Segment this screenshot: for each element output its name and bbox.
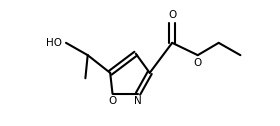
Text: O: O xyxy=(168,10,176,20)
Text: O: O xyxy=(194,58,202,68)
Text: N: N xyxy=(134,96,142,106)
Text: O: O xyxy=(108,96,117,106)
Text: HO: HO xyxy=(46,38,62,48)
